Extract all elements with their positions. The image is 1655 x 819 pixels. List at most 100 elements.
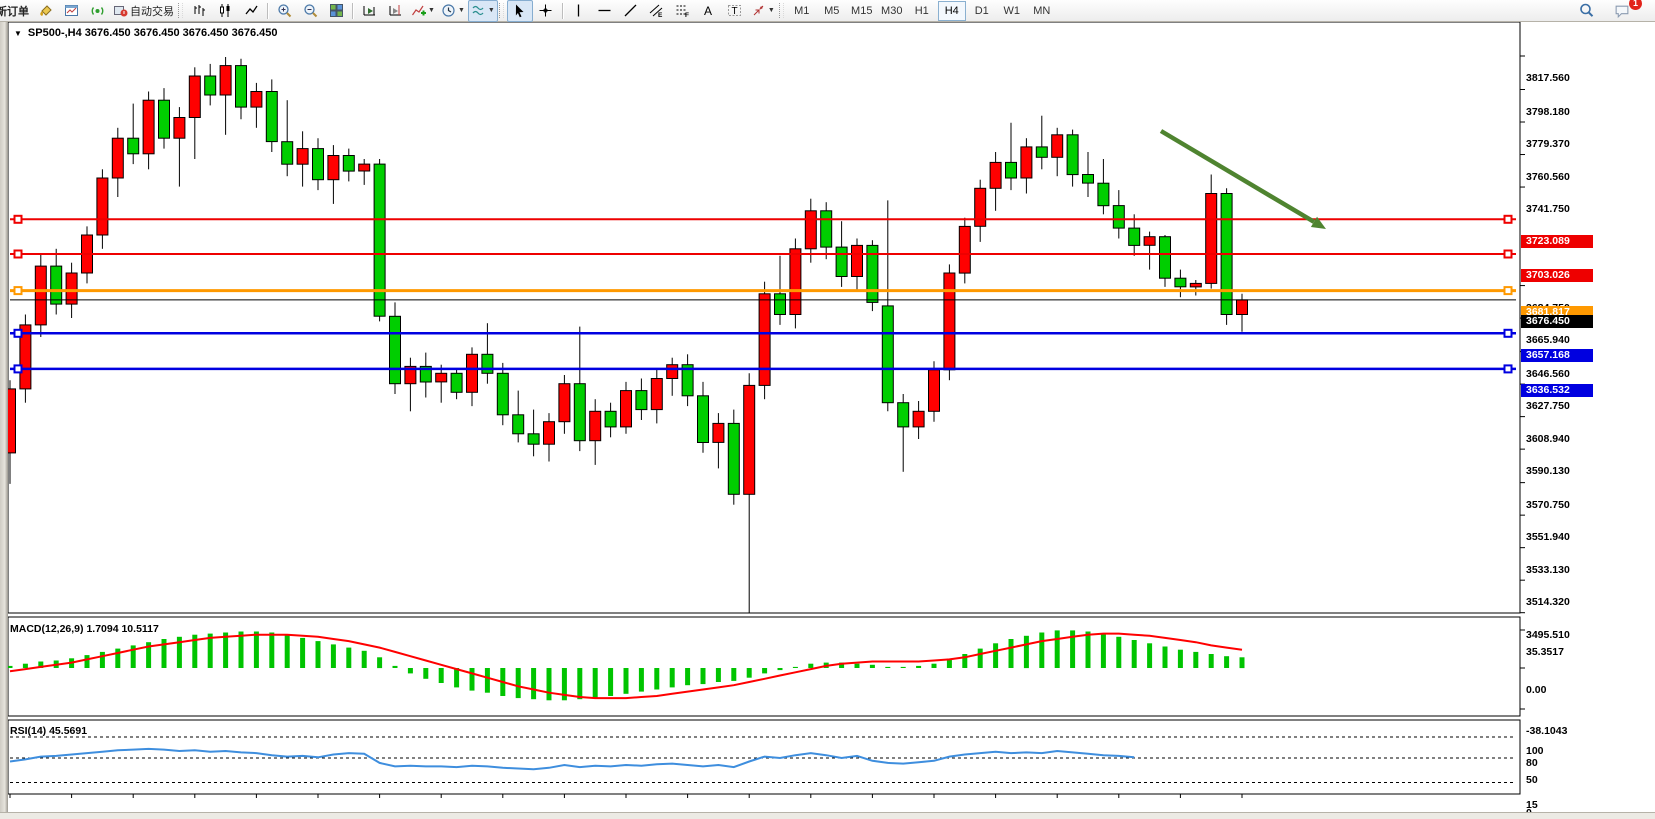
cursor-icon[interactable] (506, 0, 533, 22)
svg-text:E: E (658, 12, 663, 18)
toolbar-grip (498, 3, 504, 18)
toolbar-grip (178, 3, 183, 18)
macd-axis-tick: -38.1043 (1526, 725, 1568, 737)
price-axis-tick: 3551.940 (1526, 531, 1570, 543)
price-axis-tick: 3779.370 (1526, 138, 1570, 150)
tile-windows-icon[interactable] (323, 0, 349, 22)
equidistant-channel-icon: E (649, 3, 664, 18)
timeframe-button-m30[interactable]: M30 (881, 4, 903, 17)
bar-chart-icon[interactable] (186, 0, 212, 22)
trendline-icon (623, 3, 638, 18)
chart-window-icon (64, 3, 79, 18)
zoom-out-icon[interactable] (297, 0, 323, 22)
horizontal-line-icon[interactable] (592, 0, 618, 22)
signal-icon[interactable] (84, 0, 110, 22)
autotrading-icon[interactable]: 自动交易 (110, 0, 177, 22)
crosshair-icon (538, 3, 553, 18)
templates-icon[interactable]: ▼ (467, 0, 498, 22)
horizontal-line-icon (597, 3, 612, 18)
timeframe-button-mn[interactable]: MN (1033, 4, 1051, 17)
signal-icon (90, 3, 105, 18)
price-axis-tick: 3533.130 (1526, 564, 1570, 576)
indicators-add-icon (411, 3, 426, 18)
indicators-add-icon[interactable]: ▼ (408, 0, 438, 22)
text-icon[interactable]: A (696, 0, 722, 22)
macd-axis-tick: 0.00 (1526, 684, 1547, 696)
timeframe-button-d1[interactable]: D1 (974, 4, 989, 17)
toolbar-grip (778, 3, 784, 18)
price-axis-tick: 3760.560 (1526, 171, 1570, 183)
rsi-indicator-label: RSI(14) 45.5691 (10, 725, 88, 737)
candlesticks (4, 57, 1248, 613)
notification-badge: 1 (1629, 0, 1642, 10)
search-icon[interactable] (1573, 0, 1599, 22)
price-axis-tick: 3646.560 (1526, 368, 1570, 380)
chevron-down-icon: ▼ (487, 7, 495, 14)
fibonacci-icon[interactable]: F (670, 0, 696, 22)
line-chart-icon[interactable] (238, 0, 264, 22)
shift-chart-icon (388, 3, 403, 18)
text-icon: A (701, 3, 716, 18)
candlestick-icon[interactable] (212, 0, 238, 22)
collapse-caret-icon[interactable]: ▼ (14, 28, 22, 38)
timeframe-button-m1[interactable]: M1 (794, 4, 810, 17)
autotrading-icon (113, 3, 128, 18)
bar-chart-icon (192, 3, 207, 18)
paint-bucket-icon (38, 3, 53, 18)
arrows-icon[interactable]: ▼ (748, 0, 778, 22)
symbol-ohlc-text: SP500-,H4 3676.450 3676.450 3676.450 367… (27, 27, 278, 39)
price-axis-tick: 3495.510 (1526, 629, 1570, 641)
paint-bucket-icon[interactable] (32, 0, 58, 22)
autotrading-icon-label: 自动交易 (130, 5, 174, 18)
trend-arrow-object[interactable] (1159, 129, 1326, 229)
search-icon (1579, 3, 1594, 18)
chat-icon (1614, 3, 1630, 19)
timeframe-button-h1[interactable]: H1 (914, 4, 929, 17)
trendline-icon[interactable] (618, 0, 644, 22)
timeframe-button-m15[interactable]: M15 (851, 4, 873, 17)
hline-object-3636.532[interactable] (10, 364, 1516, 374)
text-label-icon[interactable]: T (722, 0, 748, 22)
zoom-in-icon[interactable] (271, 0, 297, 22)
price-axis-tick: 3741.750 (1526, 203, 1570, 215)
shift-chart-end-icon[interactable] (356, 0, 382, 22)
price-tag-3657.168: 3657.168 (1521, 349, 1593, 362)
cursor-icon (512, 3, 527, 18)
price-axis-tick: 3817.560 (1526, 72, 1570, 84)
hline-object-3723.089[interactable] (10, 214, 1516, 224)
rsi-axis-tick: 100 (1526, 745, 1544, 757)
text-label-icon: T (727, 3, 742, 18)
fibonacci-icon: F (675, 3, 690, 18)
svg-text:T: T (732, 6, 738, 17)
zoom-in-icon (277, 3, 292, 18)
hline-object-3703.026[interactable] (10, 249, 1516, 259)
periods-clock-icon (441, 3, 456, 18)
arrows-icon (751, 3, 766, 18)
rsi-axis-tick: 50 (1526, 774, 1538, 786)
price-tag-3703.026: 3703.026 (1521, 269, 1593, 282)
shift-chart-end-icon (362, 3, 377, 18)
chart-window: ▼ SP500-,H4 3676.450 3676.450 3676.450 3… (0, 22, 1655, 819)
price-axis-tick: 3570.750 (1526, 499, 1570, 511)
timeframe-button-h4[interactable]: H4 (937, 0, 966, 21)
svg-text:A: A (704, 4, 712, 18)
macd-indicator-label: MACD(12,26,9) 1.7094 10.5117 (10, 623, 159, 635)
equidistant-channel-icon[interactable]: E (644, 0, 670, 22)
vertical-line-icon (571, 3, 586, 18)
timeframe-button-w1[interactable]: W1 (1003, 4, 1021, 17)
price-axis-tick: 3514.320 (1526, 596, 1570, 608)
chat-icon[interactable]: 1 (1609, 0, 1642, 22)
shift-chart-icon[interactable] (382, 0, 408, 22)
hline-object-3657.168[interactable] (10, 328, 1516, 338)
timeframe-button-m5[interactable]: M5 (824, 4, 840, 17)
crosshair-icon[interactable] (533, 0, 559, 22)
periods-clock-icon[interactable]: ▼ (438, 0, 468, 22)
new-order-button[interactable]: 新订单 (0, 0, 32, 22)
hline-object-3681.817[interactable] (10, 286, 1516, 296)
vertical-line-icon[interactable] (566, 0, 592, 22)
price-tag-3636.532: 3636.532 (1521, 384, 1593, 397)
price-axis-tick: 3627.750 (1526, 400, 1570, 412)
chart-window-icon[interactable] (58, 0, 84, 22)
price-tag-3676.450: 3676.450 (1521, 315, 1593, 328)
